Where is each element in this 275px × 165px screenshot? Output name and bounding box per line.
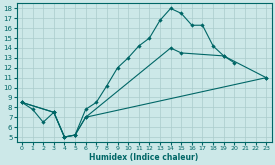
X-axis label: Humidex (Indice chaleur): Humidex (Indice chaleur) (89, 152, 199, 162)
